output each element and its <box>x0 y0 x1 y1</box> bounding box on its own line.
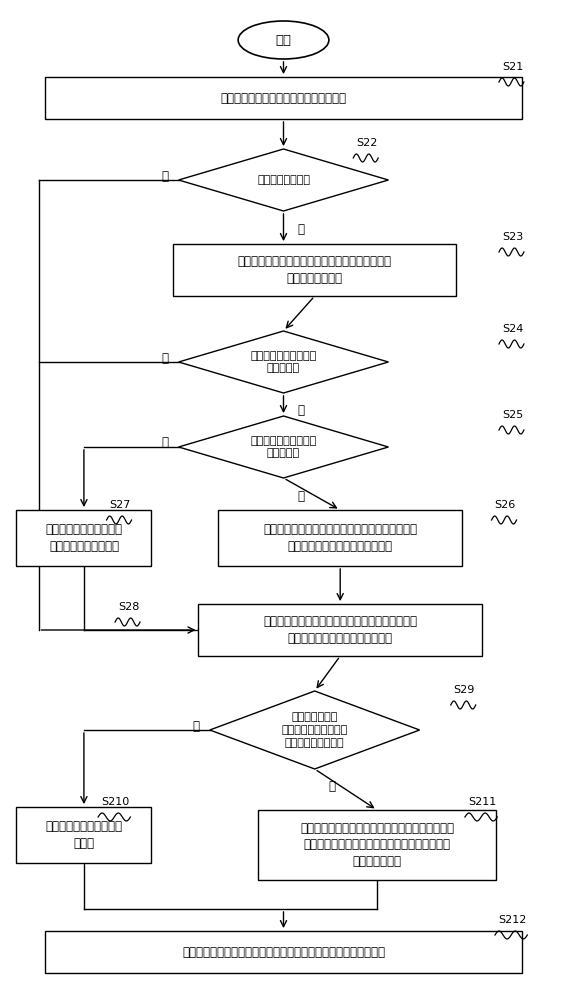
Ellipse shape <box>238 21 329 59</box>
Text: 多个灵敏检测区
域中存在对应的参数变
化信息满足第二条件: 多个灵敏检测区 域中存在对应的参数变 化信息满足第二条件 <box>282 712 348 748</box>
Bar <box>198 604 482 656</box>
Text: 否: 否 <box>162 169 168 182</box>
Text: 否: 否 <box>298 489 304 502</box>
Polygon shape <box>179 331 388 393</box>
Text: S212: S212 <box>498 915 526 925</box>
Bar <box>16 510 151 566</box>
Text: 控制电子设备的显示屏维
持在非灵敏模式下工作: 控制电子设备的显示屏维 持在非灵敏模式下工作 <box>45 523 122 553</box>
Text: 是: 是 <box>298 404 304 418</box>
Text: 连接有与预设应用对应
的外部设备: 连接有与预设应用对应 的外部设备 <box>251 436 316 458</box>
Text: 是: 是 <box>298 223 304 236</box>
Bar <box>45 931 522 973</box>
Text: S26: S26 <box>494 500 515 510</box>
Text: 该应用为预设应用: 该应用为预设应用 <box>257 175 310 185</box>
Bar <box>173 244 456 296</box>
Text: S211: S211 <box>468 797 496 807</box>
Text: S22: S22 <box>356 138 378 148</box>
Text: 否: 否 <box>162 352 168 364</box>
Text: 获取电子设备中处于前台运行状态的应用: 获取电子设备中处于前台运行状态的应用 <box>221 92 346 104</box>
Bar <box>16 807 151 863</box>
Text: S210: S210 <box>101 797 129 807</box>
Text: S25: S25 <box>502 410 523 420</box>
Polygon shape <box>210 691 420 769</box>
Text: 响应生成的靠近状态事件或远离状态事件，调整显示屏的输出状态: 响应生成的靠近状态事件或远离状态事件，调整显示屏的输出状态 <box>182 946 385 958</box>
Text: 获取电子设备的当前姿态，以及该预设应用对应的
预设姿态变化范围: 获取电子设备的当前姿态，以及该预设应用对应的 预设姿态变化范围 <box>238 255 392 285</box>
Text: S24: S24 <box>502 324 523 334</box>
Bar <box>258 810 496 880</box>
Text: 确定电子设备的工作状态满足第一条件，控制电子
设备的显示屏进入灵敏模式下工作: 确定电子设备的工作状态满足第一条件，控制电子 设备的显示屏进入灵敏模式下工作 <box>263 523 417 553</box>
Text: 否: 否 <box>329 780 336 794</box>
Text: 当前姿态属于预设姿态
变化范围内: 当前姿态属于预设姿态 变化范围内 <box>251 351 316 373</box>
Text: 是: 是 <box>162 436 168 450</box>
Bar <box>218 510 462 566</box>
Text: S27: S27 <box>109 500 131 510</box>
Text: 在显示屏处于灵敏模式下，获取显示屏中多个灵敏
检测区域各自对应的参数变化信息: 在显示屏处于灵敏模式下，获取显示屏中多个灵敏 检测区域各自对应的参数变化信息 <box>263 615 417 645</box>
Polygon shape <box>179 416 388 478</box>
Text: 是: 是 <box>193 720 200 732</box>
Bar <box>45 77 522 119</box>
Text: S28: S28 <box>118 602 139 612</box>
Polygon shape <box>179 149 388 211</box>
Text: 确定多个灵敏检测区域分别对应的参数变化信息在
预设时长始终不满足第二条件，生成针对显示屏
的远离状态事件: 确定多个灵敏检测区域分别对应的参数变化信息在 预设时长始终不满足第二条件，生成针… <box>300 822 454 868</box>
Text: 生成针对显示屏的靠近状
态事件: 生成针对显示屏的靠近状 态事件 <box>45 820 122 850</box>
Text: 开始: 开始 <box>276 33 291 46</box>
Text: S21: S21 <box>502 62 523 72</box>
Text: S23: S23 <box>502 232 523 242</box>
Text: S29: S29 <box>454 685 475 695</box>
